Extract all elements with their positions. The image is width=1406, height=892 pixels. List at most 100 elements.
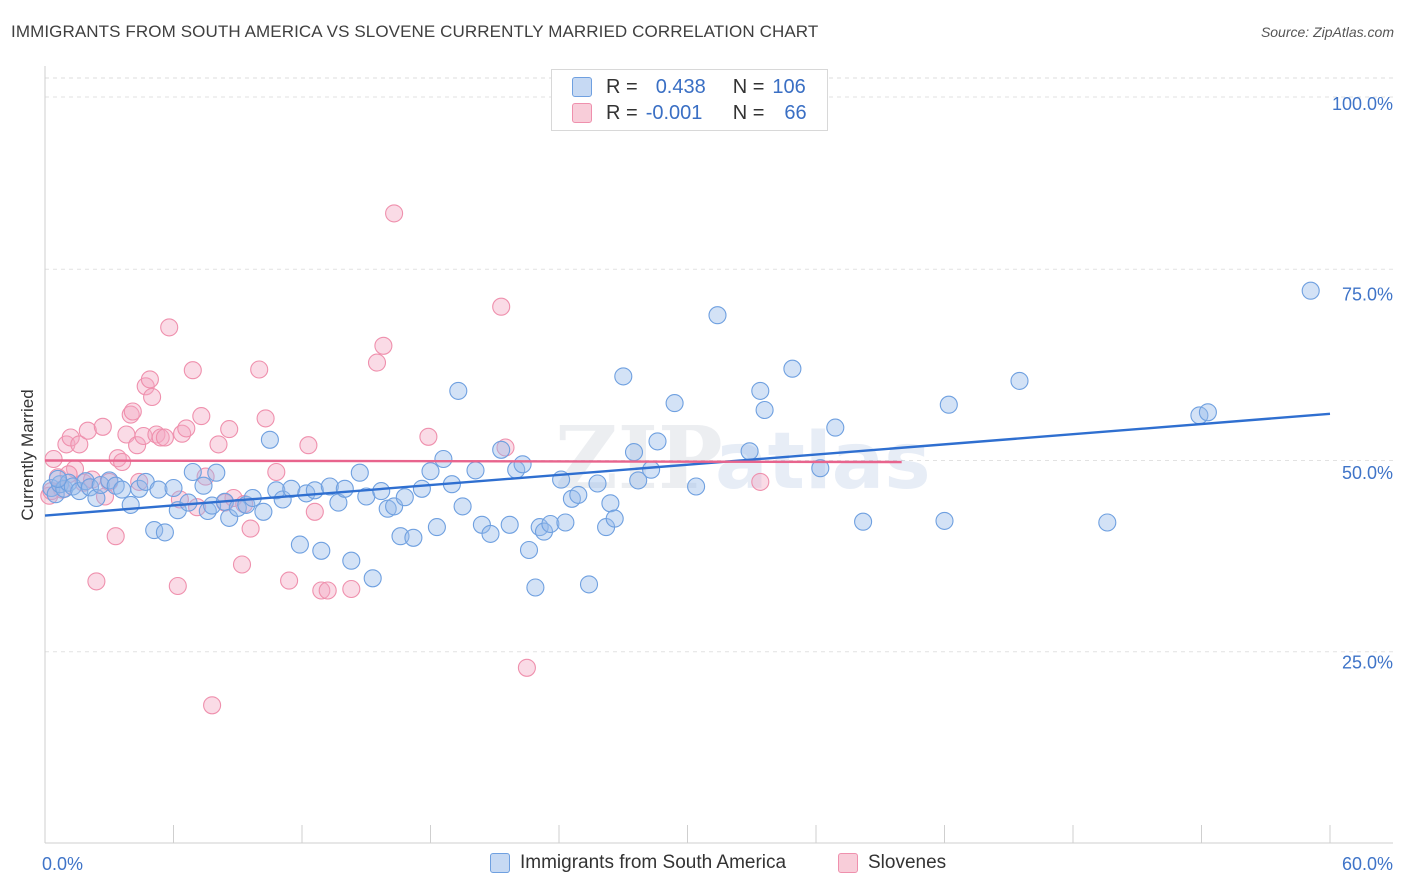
point-immigrants [312,541,331,560]
n-value: 66 [784,101,807,124]
point-slovenes [367,353,387,372]
point-immigrants [449,381,468,400]
point-immigrants [305,481,324,500]
point-immigrants [1301,281,1320,300]
y-tick-label: 50.0% [1342,463,1393,483]
legend-label-immigrants: Immigrants from South America [520,852,787,873]
point-slovenes [751,472,770,491]
point-slovenes [419,427,438,446]
point-immigrants [183,462,202,482]
point-immigrants [755,400,774,420]
point-slovenes [318,581,337,600]
point-immigrants [601,494,620,513]
point-immigrants [826,418,845,437]
point-immigrants [614,367,633,386]
legend-item-slovenes[interactable]: Slovenes [838,852,946,874]
point-immigrants [164,478,183,498]
point-immigrants [642,460,661,479]
x-tick-label: 0.0% [42,854,83,874]
point-immigrants [513,455,532,474]
n-value: 106 [772,75,806,98]
point-slovenes [93,417,112,436]
point-immigrants [91,475,110,495]
point-slovenes [312,581,331,600]
point-immigrants [605,509,624,528]
point-immigrants [935,511,954,530]
point-immigrants [372,482,391,501]
point-immigrants [500,515,519,534]
point-immigrants [130,479,149,498]
point-immigrants [751,381,770,400]
swatch-slovenes [572,103,592,123]
point-immigrants [149,480,168,499]
point-immigrants [541,514,560,534]
point-slovenes [155,428,174,447]
point-immigrants [708,306,727,325]
point-slovenes [299,436,318,455]
point-immigrants [783,359,802,378]
point-slovenes [128,436,147,455]
point-slovenes [241,519,260,538]
legend-swatch-slovenes [838,853,858,873]
r-label: R = [606,101,638,124]
point-slovenes [160,318,179,337]
point-immigrants [194,476,213,495]
tick-labels: 100.0% 75.0% 50.0% 25.0% 0.0% 60.0% [42,94,1393,874]
point-slovenes [140,370,159,389]
point-slovenes [280,571,299,590]
point-immigrants [121,495,140,514]
r-value: -0.001 [645,101,703,124]
series-immigrants [42,281,1320,597]
point-immigrants [363,569,382,588]
point-slovenes [121,405,140,424]
legend-label-slovenes: Slovenes [868,852,947,873]
point-immigrants [579,575,599,594]
point-slovenes [70,435,89,454]
point-slovenes [209,435,228,454]
point-immigrants [534,522,554,541]
point-immigrants [434,449,453,469]
point-immigrants [526,578,545,597]
point-slovenes [143,387,162,407]
point-immigrants [939,395,958,414]
point-slovenes [44,449,63,469]
legend-swatch-immigrants [490,853,510,873]
point-immigrants [519,540,539,560]
point-immigrants [155,523,174,542]
point-slovenes [78,421,97,440]
r-value: 0.438 [655,75,706,98]
point-immigrants [453,497,472,516]
point-immigrants [481,524,500,543]
legend-item-immigrants[interactable]: Immigrants from South America [490,852,786,874]
n-label: N = [732,101,765,124]
point-slovenes [305,502,324,521]
watermark: ZIP atlas [555,408,931,509]
point-slovenes [151,428,170,447]
point-slovenes [342,579,361,599]
point-slovenes [256,409,275,428]
point-immigrants [427,518,446,537]
point-slovenes [267,462,286,482]
point-slovenes [374,336,393,355]
point-slovenes [220,420,239,439]
point-slovenes [183,361,202,380]
y-tick-label: 25.0% [1342,653,1393,673]
y-tick-label: 100.0% [1332,94,1393,114]
point-immigrants [70,482,89,501]
point-slovenes [113,452,132,472]
axes [44,66,1393,844]
point-immigrants [254,502,273,521]
point-slovenes [203,696,222,715]
point-slovenes [87,572,106,591]
r-label: R = [606,75,638,98]
point-immigrants [113,480,132,499]
point-slovenes [492,297,511,316]
point-immigrants [342,551,361,570]
point-slovenes [168,576,187,596]
point-immigrants [648,432,667,451]
point-immigrants [687,477,706,496]
source-label: Source: ZipAtlas.com [1260,24,1394,40]
stats-legend: R = 0.438 N = 106 R = -0.001 N = 66 [551,69,828,131]
point-immigrants [811,459,830,478]
